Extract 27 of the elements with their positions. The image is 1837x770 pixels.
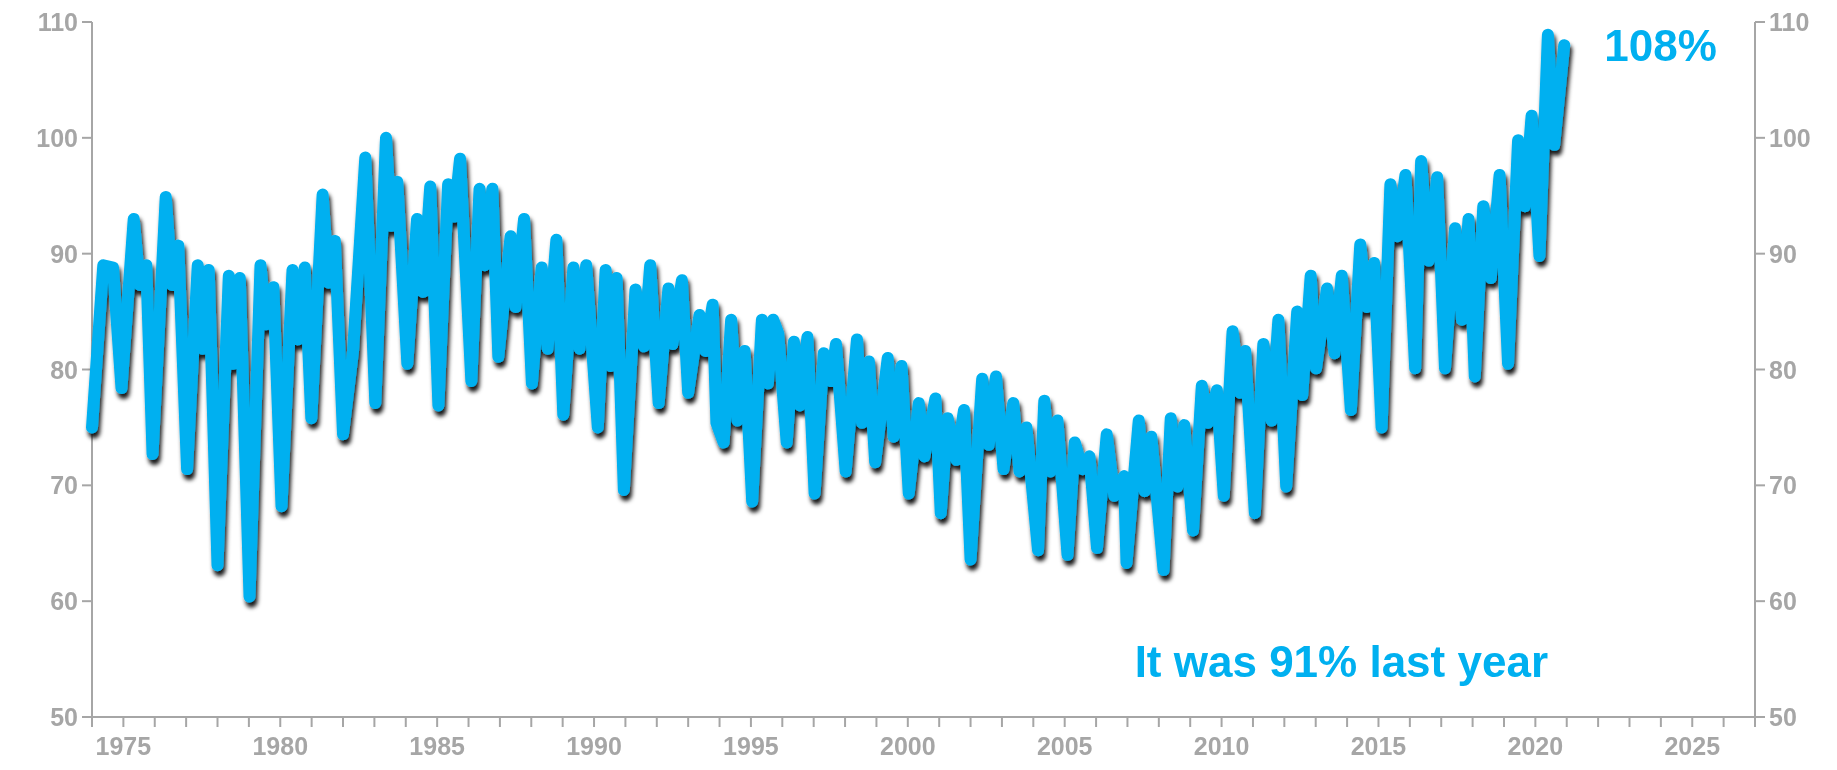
y-tick-label: 80 <box>50 355 78 384</box>
y-tick-label: 110 <box>37 8 78 36</box>
x-tick-label: 2000 <box>880 732 936 760</box>
y2-tick-label: 80 <box>1769 355 1797 384</box>
x-tick-label: 2010 <box>1193 732 1250 760</box>
x-tick-label: 1980 <box>252 732 309 760</box>
y2-tick-label: 110 <box>1769 8 1810 36</box>
y-tick-label: 100 <box>36 123 78 152</box>
y-tick-label: 90 <box>50 239 78 268</box>
y2-tick-label: 70 <box>1769 471 1797 500</box>
y-tick-label: 50 <box>50 703 78 731</box>
y2-tick-label: 50 <box>1769 703 1797 731</box>
y2-tick-label: 90 <box>1769 239 1797 268</box>
x-tick-label: 1990 <box>566 732 622 760</box>
x-tick-label: 2020 <box>1507 732 1564 760</box>
x-tick-label: 2025 <box>1664 732 1721 760</box>
x-tick-label: 2015 <box>1350 732 1407 760</box>
annotation: 108% <box>1604 21 1717 71</box>
y2-tick-label: 100 <box>1769 123 1811 152</box>
x-tick-label: 1995 <box>723 732 779 760</box>
x-tick-label: 1985 <box>409 732 466 760</box>
x-tick-label: 2005 <box>1036 732 1093 760</box>
y-tick-label: 70 <box>50 471 78 500</box>
y2-tick-label: 60 <box>1769 587 1797 616</box>
y-tick-label: 60 <box>50 587 78 616</box>
annotation: It was 91% last year <box>1134 637 1548 686</box>
x-tick-label: 1975 <box>95 732 152 760</box>
